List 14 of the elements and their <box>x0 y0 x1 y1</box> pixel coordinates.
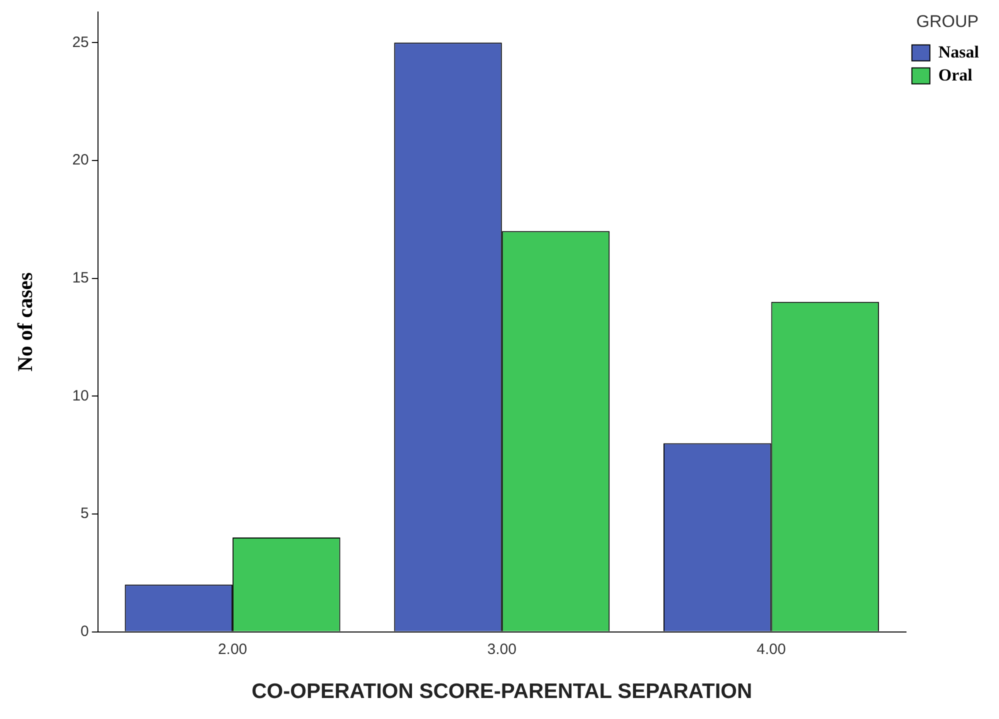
y-tick-label: 5 <box>80 505 89 522</box>
y-tick-label: 20 <box>72 152 89 169</box>
x-tick-label: 2.00 <box>218 640 248 658</box>
y-axis-title: No of cases <box>13 272 38 372</box>
x-tick-label: 4.00 <box>756 640 786 658</box>
x-tick-label: 3.00 <box>487 640 516 658</box>
y-tick-label: 15 <box>72 269 89 286</box>
y-tick-label: 25 <box>72 34 89 51</box>
x-axis-title: CO-OPERATION SCORE-PARENTAL SEPARATION <box>252 680 752 704</box>
legend-label: Oral <box>938 65 973 84</box>
y-tick-label: 10 <box>72 387 89 404</box>
legend-title: GROUP <box>916 12 979 32</box>
y-tick-label: 0 <box>80 622 89 640</box>
legend-label: Nasal <box>938 42 980 62</box>
